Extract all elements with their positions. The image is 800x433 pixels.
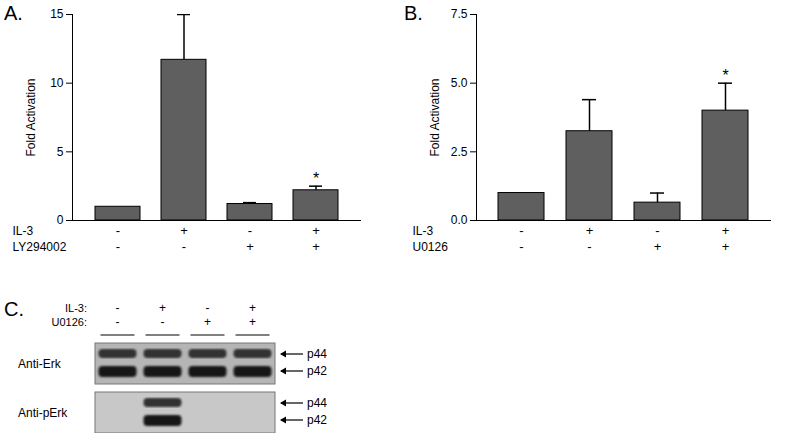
svg-text:IL-3: IL-3 <box>13 224 34 238</box>
svg-text:-: - <box>182 239 186 254</box>
svg-text:-: - <box>116 315 120 329</box>
svg-text:+: + <box>586 223 594 238</box>
svg-text:*: * <box>313 170 319 187</box>
svg-text:-: - <box>116 223 120 238</box>
svg-text:p42: p42 <box>307 364 327 378</box>
svg-text:2.5: 2.5 <box>451 145 468 159</box>
svg-text:+: + <box>180 223 188 238</box>
svg-text:+: + <box>159 301 166 315</box>
svg-text:Anti-pErk: Anti-pErk <box>18 406 68 420</box>
svg-text:+: + <box>722 223 730 238</box>
svg-text:p42: p42 <box>307 413 327 427</box>
svg-text:5.0: 5.0 <box>451 76 468 90</box>
html-text:B.: B. <box>404 2 423 24</box>
svg-text:-: - <box>116 239 120 254</box>
svg-text:+: + <box>722 239 730 254</box>
svg-text:IL-3: IL-3 <box>413 224 434 238</box>
svg-text:-: - <box>655 223 659 238</box>
svg-text:0: 0 <box>57 213 64 227</box>
svg-text:+: + <box>246 239 254 254</box>
svg-text:p44: p44 <box>307 347 327 361</box>
svg-text:-: - <box>161 315 165 329</box>
svg-text:+: + <box>249 301 256 315</box>
html-text:A.: A. <box>4 2 23 24</box>
svg-text:+: + <box>654 239 662 254</box>
svg-text:-: - <box>116 301 120 315</box>
svg-text:+: + <box>312 239 320 254</box>
svg-text:15: 15 <box>50 7 64 21</box>
svg-text:-: - <box>519 223 523 238</box>
svg-text:Fold Activation: Fold Activation <box>428 78 442 156</box>
svg-text:Anti-Erk: Anti-Erk <box>18 357 62 371</box>
svg-text:U0126:: U0126: <box>52 316 87 328</box>
svg-text:7.5: 7.5 <box>451 7 468 21</box>
svg-text:IL-3:: IL-3: <box>65 302 87 314</box>
svg-text:LY294002: LY294002 <box>13 240 67 254</box>
svg-text:*: * <box>722 67 728 84</box>
svg-text:-: - <box>587 239 591 254</box>
svg-text:C.: C. <box>4 298 24 320</box>
svg-text:-: - <box>519 239 523 254</box>
svg-text:Fold Activation: Fold Activation <box>24 78 38 156</box>
svg-text:p44: p44 <box>307 396 327 410</box>
svg-text:5: 5 <box>57 145 64 159</box>
svg-text:U0126: U0126 <box>413 240 449 254</box>
svg-text:+: + <box>249 315 256 329</box>
svg-text:-: - <box>206 301 210 315</box>
svg-text:-: - <box>248 223 252 238</box>
svg-text:+: + <box>204 315 211 329</box>
svg-text:0.0: 0.0 <box>451 213 468 227</box>
svg-text:10: 10 <box>50 76 64 90</box>
svg-text:+: + <box>312 223 320 238</box>
